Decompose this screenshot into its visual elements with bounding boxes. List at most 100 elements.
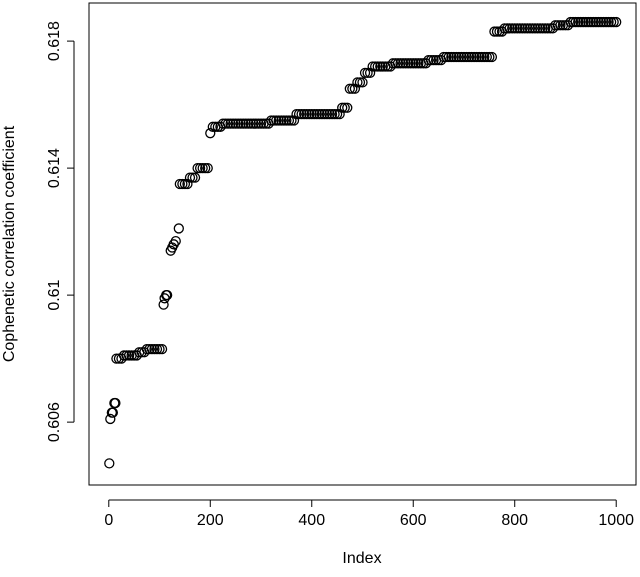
- point: [337, 102, 348, 113]
- point: [329, 108, 340, 120]
- point: [222, 118, 234, 129]
- point: [161, 289, 173, 301]
- point: [453, 51, 465, 63]
- point: [489, 26, 500, 37]
- point: [567, 16, 579, 28]
- point: [240, 118, 251, 129]
- point: [268, 115, 279, 126]
- point: [271, 115, 282, 126]
- point: [552, 20, 564, 31]
- point: [344, 83, 355, 94]
- point: [144, 343, 155, 355]
- point: [395, 58, 406, 69]
- point: [474, 51, 485, 63]
- point: [390, 58, 401, 69]
- point: [588, 16, 599, 28]
- point: [347, 83, 358, 94]
- point: [423, 55, 434, 66]
- point: [118, 350, 130, 361]
- point: [296, 108, 307, 120]
- point: [288, 115, 300, 126]
- point: [476, 51, 487, 63]
- point: [205, 128, 216, 139]
- point: [532, 23, 543, 34]
- point: [527, 23, 538, 34]
- point: [507, 23, 518, 34]
- point: [405, 58, 416, 69]
- point: [372, 61, 383, 72]
- point: [565, 16, 576, 28]
- point: [266, 115, 277, 126]
- point: [200, 162, 211, 174]
- point: [578, 16, 589, 28]
- point: [357, 77, 368, 88]
- point: [141, 343, 152, 355]
- y-tick-label: 0.606: [46, 402, 63, 442]
- point: [207, 121, 218, 132]
- point: [499, 23, 510, 34]
- plot-box: [88, 2, 637, 486]
- point: [413, 58, 424, 69]
- point: [194, 162, 206, 174]
- point: [173, 223, 184, 234]
- point: [575, 16, 586, 28]
- point: [192, 162, 203, 174]
- point: [400, 58, 411, 69]
- point: [248, 118, 259, 129]
- point: [189, 172, 201, 183]
- x-tick-label: 600: [400, 512, 427, 529]
- point: [611, 16, 622, 28]
- point: [529, 23, 541, 34]
- x-axis-label: Index: [342, 550, 381, 567]
- point: [326, 108, 338, 120]
- point: [314, 108, 325, 120]
- point: [168, 239, 179, 250]
- point: [110, 397, 121, 409]
- point: [293, 108, 305, 120]
- point: [235, 118, 246, 129]
- point: [550, 20, 561, 31]
- point: [362, 67, 373, 79]
- point: [458, 51, 470, 63]
- point: [105, 413, 116, 425]
- point: [570, 16, 581, 28]
- point: [230, 118, 241, 129]
- point: [387, 58, 399, 69]
- x-tick-label: 200: [197, 512, 224, 529]
- point: [425, 55, 437, 66]
- point: [359, 67, 371, 79]
- point: [501, 23, 513, 34]
- point: [468, 51, 480, 63]
- point: [370, 61, 381, 72]
- point: [408, 58, 419, 69]
- point: [177, 178, 188, 190]
- y-tick-label: 0.618: [46, 21, 63, 61]
- point: [603, 16, 614, 28]
- point: [220, 118, 231, 129]
- point: [481, 51, 492, 63]
- x-tick-label: 400: [298, 512, 325, 529]
- point: [471, 51, 482, 63]
- point: [306, 108, 317, 120]
- point: [316, 108, 328, 120]
- point: [331, 108, 343, 120]
- point: [301, 108, 312, 120]
- point: [605, 16, 617, 28]
- point: [349, 83, 361, 94]
- point: [321, 108, 333, 120]
- point: [484, 51, 495, 63]
- point: [250, 118, 262, 129]
- point: [598, 16, 609, 28]
- point: [410, 58, 421, 69]
- point: [202, 162, 213, 174]
- point: [233, 118, 244, 129]
- point: [540, 23, 551, 34]
- x-tick-label: 1000: [598, 512, 634, 529]
- point: [243, 118, 254, 129]
- point: [514, 23, 525, 34]
- point: [580, 16, 591, 28]
- point: [534, 23, 546, 34]
- point: [342, 102, 353, 113]
- point: [593, 16, 604, 28]
